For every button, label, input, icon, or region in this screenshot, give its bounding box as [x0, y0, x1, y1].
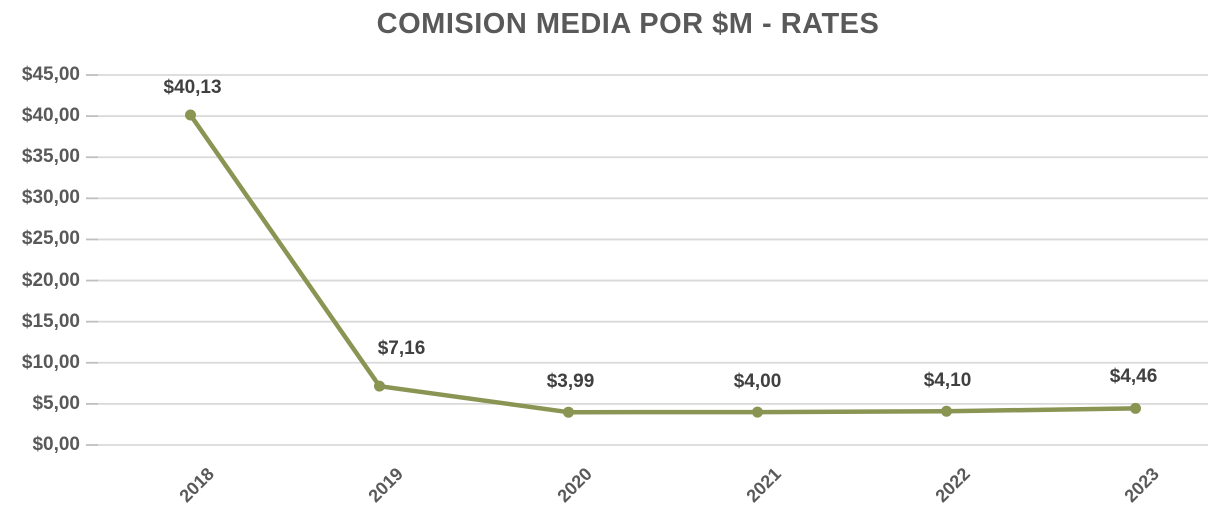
- y-tick-label: $20,00: [21, 269, 80, 291]
- y-tick-label: $0,00: [32, 434, 80, 455]
- y-tick-label: $40,00: [21, 105, 80, 127]
- data-point-2018: [185, 109, 196, 121]
- data-point-2022: [941, 405, 952, 417]
- data-point-2023: [1130, 402, 1141, 414]
- y-tick-label: $45,00: [21, 64, 80, 85]
- data-label-2021: $4,00: [733, 371, 782, 393]
- series-line: [188, 112, 1138, 415]
- y-tick-label: $5,00: [32, 392, 80, 414]
- data-label-2023: $4,46: [1109, 366, 1158, 388]
- chart-title: COMISION MEDIA POR $M - RATES: [376, 8, 880, 40]
- y-tick-label: $10,00: [21, 351, 80, 373]
- y-tick-label: $25,00: [21, 228, 80, 250]
- data-point-2021: [752, 406, 763, 418]
- data-label-2020: $3,99: [546, 371, 595, 393]
- data-label-2018: $40,13: [163, 77, 222, 99]
- y-tick-label: $15,00: [21, 310, 80, 332]
- y-tick-label: $30,00: [21, 187, 80, 209]
- data-point-2019: [374, 380, 385, 392]
- data-point-2020: [563, 406, 574, 418]
- data-label-2022: $4,10: [923, 370, 972, 392]
- data-label-2019: $7,16: [377, 338, 426, 360]
- y-tick-label: $35,00: [21, 146, 80, 168]
